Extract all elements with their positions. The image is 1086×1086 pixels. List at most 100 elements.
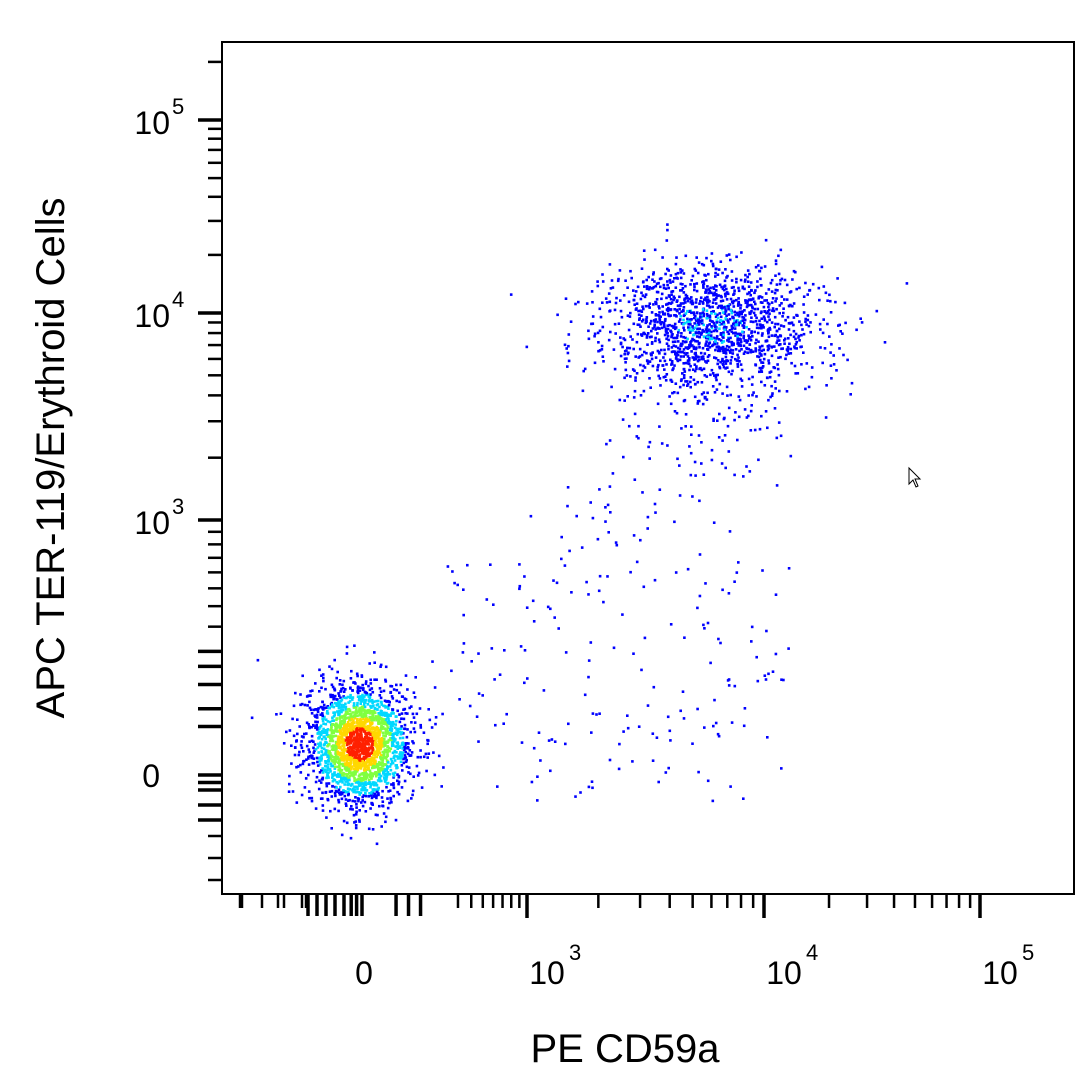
event-dot bbox=[686, 297, 689, 300]
event-dot bbox=[746, 275, 749, 279]
event-dot bbox=[553, 740, 557, 743]
event-dot bbox=[682, 374, 686, 377]
event-dot bbox=[364, 711, 367, 715]
event-dot bbox=[380, 722, 384, 725]
event-dot bbox=[384, 750, 388, 753]
event-dot bbox=[700, 262, 704, 266]
event-dot bbox=[742, 475, 745, 478]
event-dot bbox=[619, 341, 623, 345]
event-dot bbox=[749, 336, 752, 339]
event-dot bbox=[617, 767, 621, 771]
event-dot bbox=[602, 360, 605, 363]
event-dot bbox=[426, 756, 429, 759]
event-dot bbox=[356, 674, 359, 678]
event-dot bbox=[742, 324, 746, 328]
event-dot bbox=[678, 307, 681, 311]
event-dot bbox=[345, 739, 349, 742]
event-dot bbox=[468, 704, 472, 708]
event-dot bbox=[829, 299, 832, 303]
event-dot bbox=[342, 742, 345, 746]
event-dot bbox=[780, 347, 783, 351]
event-dot bbox=[395, 751, 398, 754]
event-dot bbox=[386, 797, 389, 800]
event-dot bbox=[682, 326, 685, 330]
event-dot bbox=[530, 780, 534, 784]
event-dot bbox=[498, 673, 502, 676]
event-dot bbox=[765, 311, 768, 315]
event-dot bbox=[714, 289, 718, 292]
svg-text:10: 10 bbox=[982, 955, 1018, 991]
event-dot bbox=[368, 715, 371, 719]
event-dot bbox=[371, 713, 374, 717]
event-dot bbox=[676, 353, 680, 357]
event-dot bbox=[334, 727, 337, 730]
event-dot bbox=[790, 321, 794, 324]
event-dot bbox=[325, 729, 329, 732]
event-dot bbox=[350, 721, 354, 724]
event-dot bbox=[775, 484, 779, 487]
event-dot bbox=[344, 748, 348, 752]
event-dot bbox=[775, 436, 779, 440]
event-dot bbox=[550, 738, 554, 741]
event-dot bbox=[654, 284, 658, 288]
event-dot bbox=[328, 720, 332, 724]
event-dot bbox=[745, 416, 749, 419]
event-dot bbox=[351, 799, 354, 803]
event-dot bbox=[825, 384, 828, 387]
event-dot bbox=[742, 334, 746, 338]
event-dot bbox=[392, 774, 396, 778]
event-dot bbox=[727, 406, 731, 410]
event-dot bbox=[349, 693, 352, 697]
event-dot bbox=[386, 750, 389, 754]
y-tick-label: 10 4 bbox=[134, 287, 184, 334]
event-dot bbox=[566, 504, 569, 508]
event-dot bbox=[360, 772, 364, 775]
event-dot bbox=[330, 795, 334, 798]
event-dot bbox=[395, 715, 398, 718]
event-dot bbox=[334, 789, 338, 793]
event-dot bbox=[362, 720, 365, 724]
event-dot bbox=[378, 715, 381, 719]
event-dot bbox=[764, 678, 768, 681]
event-dot bbox=[396, 790, 399, 794]
event-dot bbox=[693, 282, 696, 286]
event-dot bbox=[331, 685, 335, 689]
event-dot bbox=[349, 731, 352, 735]
event-dot bbox=[406, 799, 410, 803]
event-dot bbox=[705, 326, 709, 329]
event-dot bbox=[392, 776, 395, 779]
event-dot bbox=[363, 745, 367, 749]
event-dot bbox=[641, 280, 645, 284]
event-dot bbox=[735, 359, 739, 362]
event-dot bbox=[350, 669, 353, 673]
event-dot bbox=[681, 690, 685, 693]
event-dot bbox=[679, 289, 682, 292]
event-dot bbox=[346, 799, 350, 802]
event-dot bbox=[288, 729, 292, 732]
event-dot bbox=[711, 301, 715, 304]
event-dot bbox=[371, 746, 374, 750]
event-dot bbox=[344, 765, 347, 769]
event-dot bbox=[700, 357, 704, 361]
event-dot bbox=[383, 727, 387, 731]
event-dot bbox=[393, 759, 397, 762]
event-dot bbox=[665, 296, 668, 300]
event-dot bbox=[409, 772, 412, 776]
event-dot bbox=[365, 710, 368, 714]
event-dot bbox=[699, 296, 703, 299]
event-dot bbox=[679, 314, 682, 318]
event-dot bbox=[692, 333, 696, 336]
event-dot bbox=[693, 363, 697, 366]
event-dot bbox=[905, 282, 909, 285]
event-dot bbox=[637, 313, 641, 317]
event-dot bbox=[762, 326, 765, 329]
event-dot bbox=[329, 770, 332, 773]
event-dot bbox=[729, 297, 733, 301]
event-dot bbox=[400, 755, 404, 759]
event-dot bbox=[693, 267, 697, 271]
event-dot bbox=[351, 789, 354, 792]
event-dot bbox=[364, 714, 368, 718]
event-dot bbox=[765, 320, 769, 324]
event-dot bbox=[632, 534, 636, 537]
event-dot bbox=[792, 269, 796, 273]
